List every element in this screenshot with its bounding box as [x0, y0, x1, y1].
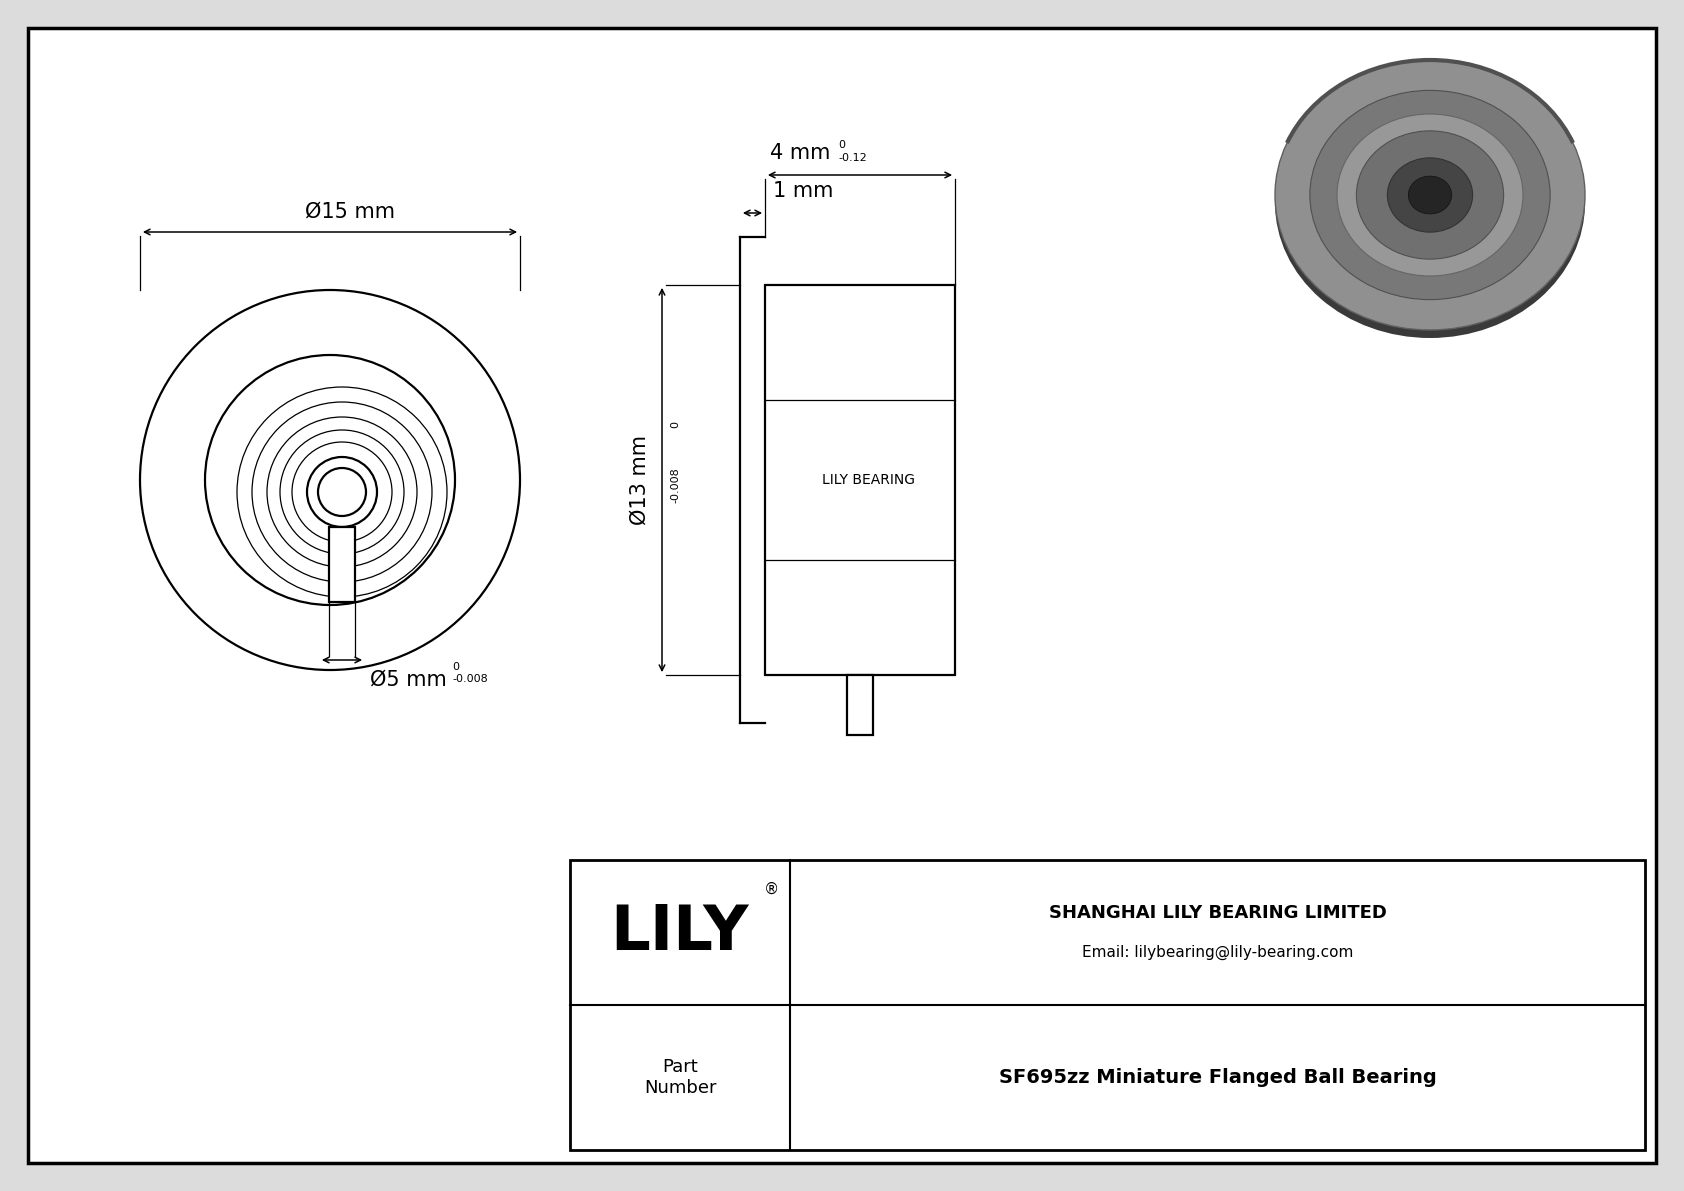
Ellipse shape — [1275, 68, 1585, 338]
Ellipse shape — [1408, 176, 1452, 214]
Text: -0.12: -0.12 — [839, 152, 867, 163]
Text: 0: 0 — [670, 422, 680, 429]
Bar — [328, 526, 355, 601]
Text: SF695zz Miniature Flanged Ball Bearing: SF695zz Miniature Flanged Ball Bearing — [999, 1068, 1436, 1087]
Text: 1 mm: 1 mm — [773, 181, 834, 201]
Bar — [847, 675, 872, 735]
Text: Ø5 mm: Ø5 mm — [370, 671, 446, 690]
Text: -0.008: -0.008 — [670, 467, 680, 503]
Text: Ø13 mm: Ø13 mm — [630, 435, 650, 525]
Bar — [765, 285, 955, 675]
Bar — [569, 860, 1645, 1151]
Text: SHANGHAI LILY BEARING LIMITED: SHANGHAI LILY BEARING LIMITED — [1049, 904, 1386, 922]
Text: Email: lilybearing@lily-bearing.com: Email: lilybearing@lily-bearing.com — [1081, 944, 1354, 960]
Text: 0: 0 — [451, 662, 460, 672]
Text: 4 mm: 4 mm — [770, 143, 830, 163]
Text: LILY: LILY — [611, 903, 749, 962]
Ellipse shape — [1356, 131, 1504, 260]
Ellipse shape — [1337, 114, 1522, 276]
Text: ®: ® — [765, 883, 780, 897]
Text: Part
Number: Part Number — [643, 1058, 716, 1097]
Ellipse shape — [1310, 91, 1551, 300]
Text: LILY BEARING: LILY BEARING — [822, 473, 914, 487]
Text: 0: 0 — [839, 141, 845, 150]
Ellipse shape — [1388, 158, 1472, 232]
Text: -0.008: -0.008 — [451, 674, 488, 684]
Ellipse shape — [1275, 60, 1585, 330]
Circle shape — [318, 468, 365, 516]
Text: Ø15 mm: Ø15 mm — [305, 202, 396, 222]
